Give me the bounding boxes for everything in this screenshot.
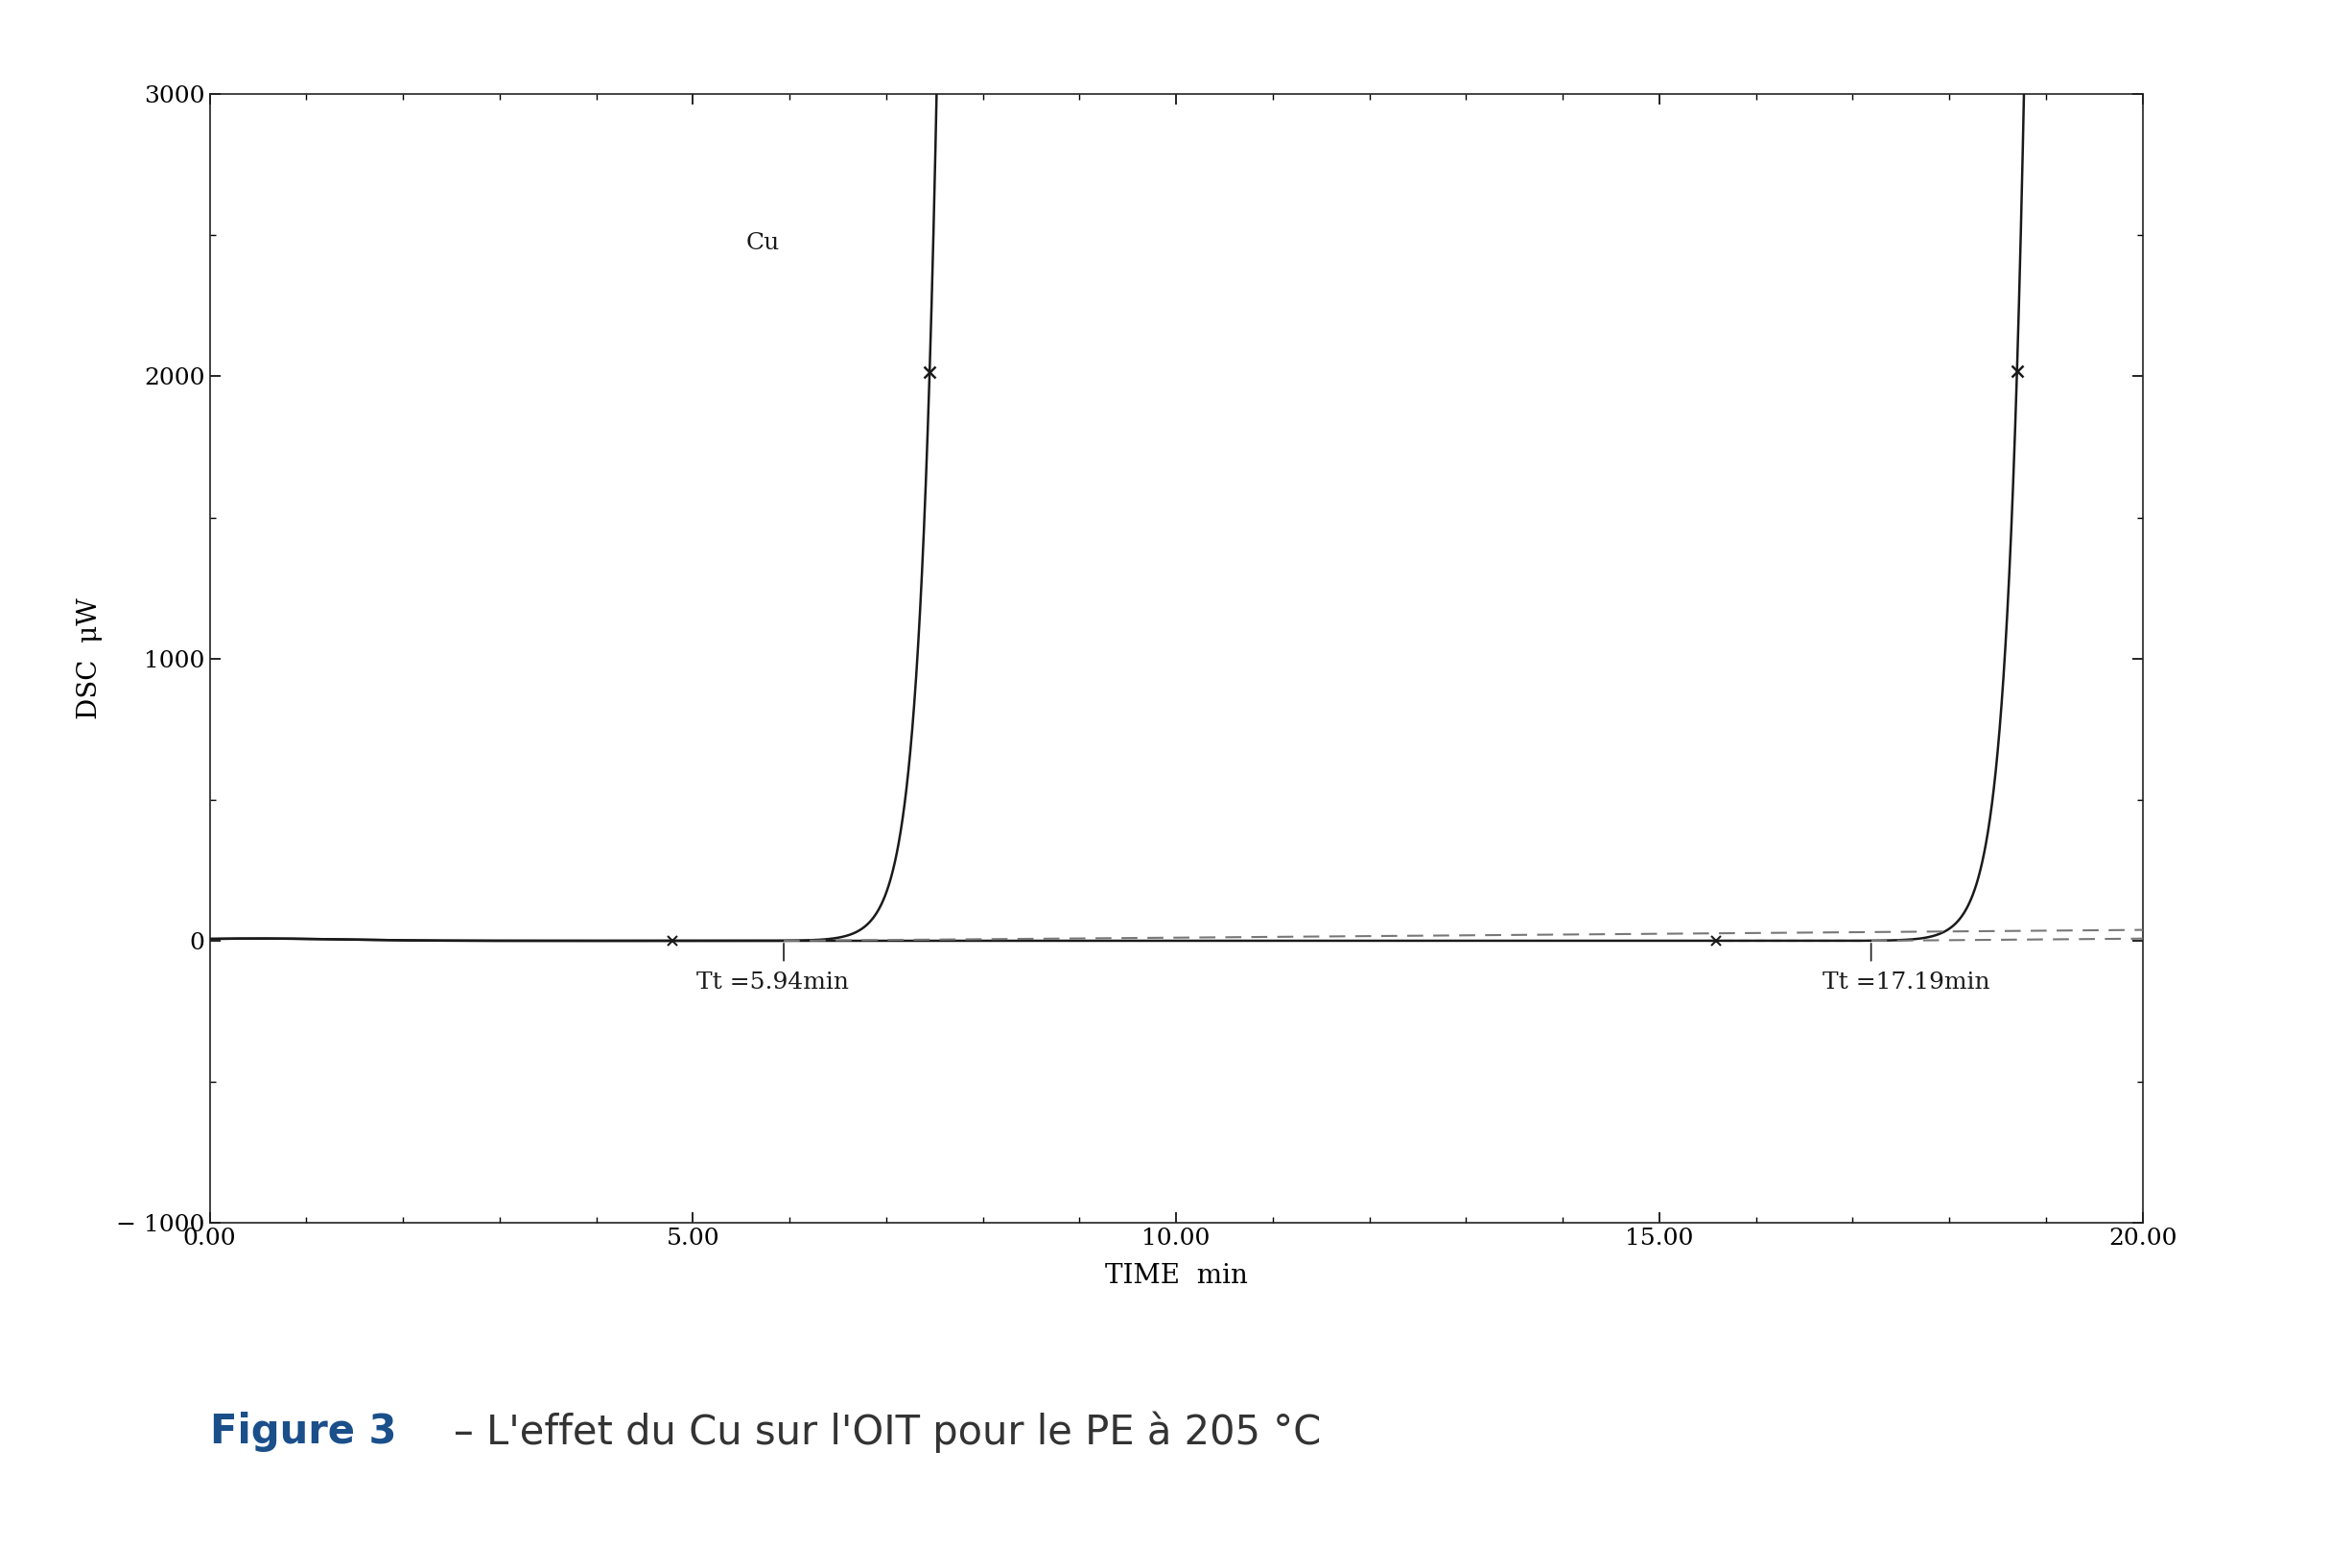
Text: Cu: Cu <box>745 232 780 254</box>
Text: – L'effet du Cu sur l'OIT pour le PE à 205 °C: – L'effet du Cu sur l'OIT pour le PE à 2… <box>454 1411 1321 1454</box>
Text: Tt =5.94min: Tt =5.94min <box>696 972 850 994</box>
Y-axis label: DSC  μW: DSC μW <box>77 597 102 720</box>
X-axis label: TIME  min: TIME min <box>1104 1264 1248 1289</box>
Text: Figure 3: Figure 3 <box>210 1411 396 1452</box>
Text: Tt =17.19min: Tt =17.19min <box>1824 972 1991 994</box>
